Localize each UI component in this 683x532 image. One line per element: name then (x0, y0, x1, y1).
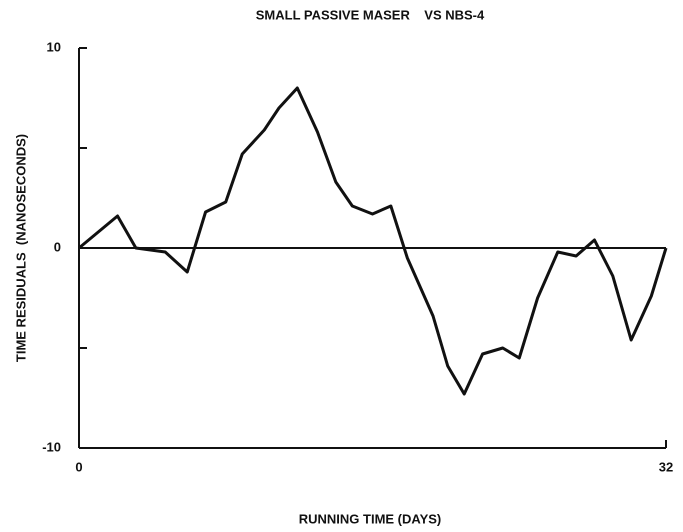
y-axis-label: TIME RESIDUALS (NANOSECONDS) (13, 134, 28, 362)
x-tick-label: 0 (75, 459, 82, 474)
chart-title: SMALL PASSIVE MASER VS NBS-4 (256, 7, 485, 22)
y-tick-label: -10 (42, 439, 61, 454)
y-tick-label: 10 (47, 39, 61, 54)
x-tick-label: 32 (659, 459, 673, 474)
y-tick-label: 0 (54, 239, 61, 254)
data-line (78, 86, 668, 396)
x-axis-label: RUNNING TIME (DAYS) (299, 511, 442, 526)
